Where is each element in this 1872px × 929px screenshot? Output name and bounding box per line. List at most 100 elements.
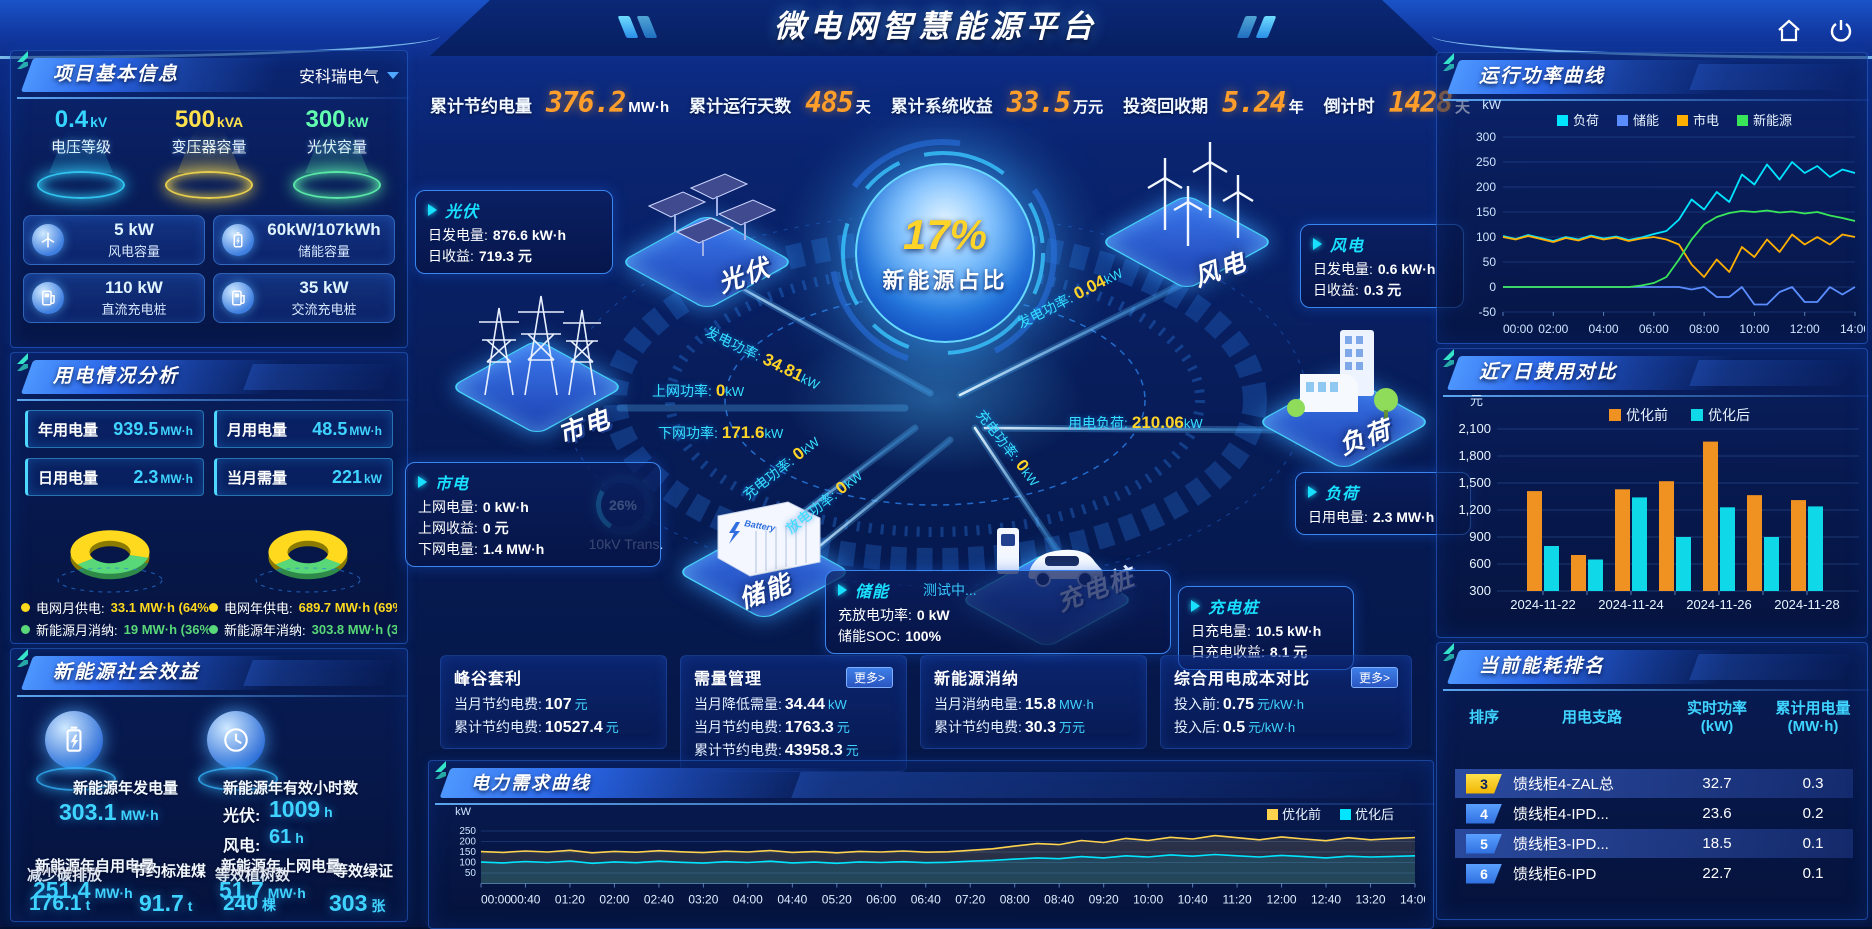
pv-info-box: 光伏 日发电量: 876.6 kW·h 日收益: 719.3 元 (415, 190, 613, 274)
panel-title-cost-compare: 近7日费用对比 (1479, 362, 1618, 383)
wind-daily-generation: 日发电量: 0.6 kW·h (1313, 261, 1436, 277)
ranking-table-header: 排序 用电支路 实时功率 (kW) 累计用电量 (MW·h) (1455, 697, 1853, 735)
load-daily-usage: 日用电量: 2.3 MW·h (1308, 509, 1435, 525)
svg-text:1,200: 1,200 (1458, 502, 1491, 517)
svg-text:300: 300 (1476, 130, 1496, 144)
legend-dot (21, 603, 30, 612)
svg-text:优化前: 优化前 (1626, 407, 1668, 423)
capacity-card-label: 储能容量 (297, 244, 350, 259)
panel-cost-compare: 近7日费用对比 元优化前 优化后 2,100 1,800 1,500 1,200 900 60… (1436, 348, 1869, 638)
donut-legends: 电网月供电: 33.1 MW·h (64%) 电网年供电: 689.7 MW·h (6… (11, 598, 407, 639)
svg-text:1,500: 1,500 (1458, 475, 1491, 490)
benefit-row-value: 30.3 (1024, 719, 1057, 736)
home-icon[interactable] (1772, 14, 1806, 48)
kpi-value: 485 (805, 85, 854, 119)
chevron-right-icon (418, 476, 427, 488)
kpi-item: 累计运行天数 485 天 (679, 86, 881, 119)
panel-corner-icon (15, 49, 37, 76)
benefit-row-unit: 元 (845, 743, 859, 758)
usage-stat-unit: MW·h (160, 423, 193, 438)
chevron-right-icon (1191, 600, 1200, 612)
capacity-spotlights: 0.4 kV 电压等级 500 kVA 变压器容量 300 kW 光伏容量 (11, 92, 407, 203)
svg-text:150: 150 (459, 847, 476, 858)
renewable-share-label: 新能源占比 (882, 268, 1008, 293)
capacity-card-label: 交流充电桩 (291, 302, 357, 317)
table-row[interactable]: 5 馈线柜3-IPD... 18.5 0.1 (1455, 829, 1853, 858)
svg-text:2024-11-24: 2024-11-24 (1598, 597, 1664, 612)
svg-text:08:00: 08:00 (1689, 322, 1719, 336)
svg-text:04:00: 04:00 (733, 893, 763, 907)
wind-box-title: 风电 (1330, 238, 1365, 255)
kpi-item: 累计系统收益 33.5 万元 (881, 86, 1113, 119)
energy-cell: 0.2 (1802, 805, 1824, 822)
branch-cell: 馈线柜4-IPD... (1513, 806, 1609, 823)
svg-text:600: 600 (1469, 556, 1491, 571)
storage-power: 充放电功率: 0 kW (838, 607, 950, 623)
capacity-spotlight: 0.4 kV 电压等级 (22, 106, 140, 199)
more-button[interactable]: 更多> (845, 666, 893, 688)
benefit-row-value: 0.5 (1222, 719, 1246, 736)
svg-text:0: 0 (1489, 280, 1496, 294)
kpi-value: 376.2 (546, 85, 626, 119)
svg-text:50: 50 (465, 868, 477, 879)
usage-stat-box: 日用电量 2.3 MW·h (25, 458, 204, 496)
kpi-label: 累计节约电量 (430, 96, 532, 116)
svg-text:优化后: 优化后 (1355, 807, 1394, 822)
benefit-card-row: 当月消纳电量: 15.8 MW·h (934, 693, 1133, 716)
svg-text:02:00: 02:00 (599, 893, 629, 907)
pv-hours-label: 光伏: (223, 808, 261, 825)
power-icon[interactable] (1824, 14, 1858, 48)
benefit-row-label: 当月降低需量: (694, 696, 782, 712)
panel-corner-icon (1441, 641, 1463, 668)
hours-clock-icon (207, 711, 265, 769)
capacity-card-value: 35 kW (299, 278, 349, 297)
flow-label-grid-up: 上网功率: 0kW (652, 381, 745, 400)
pv-daily-generation: 日发电量: 876.6 kW·h (428, 227, 567, 243)
kpi-label: 倒计时 (1323, 96, 1375, 116)
capacity-card: 60kW/107kWh 储能容量 (213, 215, 395, 265)
capacity-card-text: 5 kW 风电容量 (72, 220, 196, 260)
storage-info-box: 储能 测试中... 充放电功率: 0 kW 储能SOC: 100% (825, 570, 1171, 654)
benefit-row-unit: MW·h (1059, 697, 1094, 712)
usage-stat-number: 939.5 (113, 418, 159, 439)
flow-label-grid-down: 下网功率: 171.6kW (658, 423, 784, 442)
panel-corner-icon (15, 649, 37, 674)
svg-text:04:40: 04:40 (777, 893, 807, 907)
svg-text:00:40: 00:40 (510, 893, 540, 907)
benefit-row-unit: 元/kW·h (1257, 697, 1304, 712)
benefit-cards-row: 峰谷套利 当月节约电费: 107 元累计节约电费: 10527.4 元需量管理 更多> 当月降… (440, 655, 1425, 772)
usage-stat-box: 当月需量 221 kW (214, 458, 393, 496)
ranking-header-line: (kW) (1700, 718, 1734, 735)
legend-value: 303.8 MW·h (31%) (311, 622, 397, 637)
svg-text:11:20: 11:20 (1223, 893, 1252, 907)
title-decor-right (1236, 16, 1277, 38)
panel-title-energy-ranking: 当前能耗排名 (1479, 656, 1606, 677)
svg-text:08:40: 08:40 (1044, 893, 1074, 907)
legend-dot (209, 603, 218, 612)
svg-text:250: 250 (1476, 155, 1496, 169)
capacity-card-value: 110 kW (105, 278, 163, 297)
benefit-card-row: 投入后: 0.5 元/kW·h (1174, 716, 1398, 739)
usage-stat-number: 221 (331, 466, 362, 487)
grid-import-energy: 下网电量: 1.4 MW·h (418, 541, 545, 557)
power-cell: 22.7 (1702, 865, 1732, 882)
spotlight-value: 0.4 kV (22, 106, 140, 134)
spotlight-pad (293, 171, 381, 199)
svg-text:12:40: 12:40 (1311, 893, 1341, 907)
svg-text:13:20: 13:20 (1356, 893, 1386, 907)
renewable-share-value: 17% (902, 211, 988, 258)
table-row[interactable]: 4 馈线柜4-IPD... 23.6 0.2 (1455, 799, 1853, 828)
more-button[interactable]: 更多> (1350, 666, 1398, 688)
wind-hours-value: 61 h (269, 826, 304, 848)
table-row[interactable]: 3 馈线柜4-ZAL总 32.7 0.3 (1455, 769, 1853, 798)
rank-cell: 6 (1455, 863, 1513, 884)
usage-stat-value: 2.3 MW·h (133, 467, 193, 488)
svg-text:07:20: 07:20 (955, 893, 985, 907)
company-select[interactable]: 安科瑞电气 (299, 63, 399, 87)
table-row[interactable]: 6 馈线柜6-IPD 22.7 0.1 (1455, 859, 1853, 885)
ranking-column-header: 排序 (1455, 706, 1513, 727)
renewable-share-orb: 17% 新能源占比 (855, 163, 1035, 343)
benefit-card-title: 新能源消纳 (934, 671, 1020, 688)
branch-cell: 馈线柜4-ZAL总 (1513, 776, 1614, 793)
svg-text:03:20: 03:20 (688, 893, 718, 907)
